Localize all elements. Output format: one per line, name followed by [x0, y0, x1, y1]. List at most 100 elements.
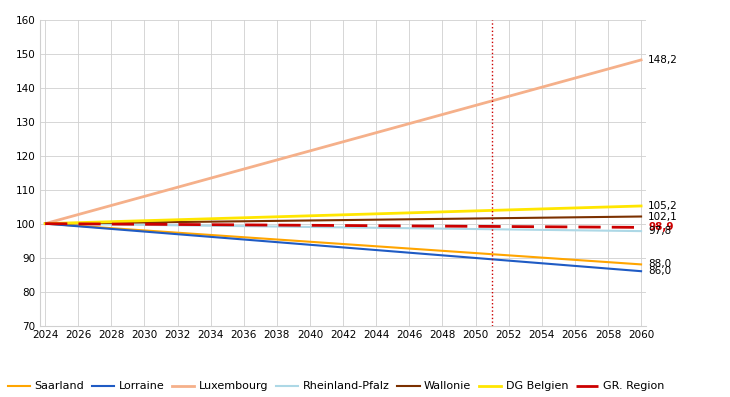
Luxembourg	[604, 67, 612, 71]
Wallonie	[322, 218, 331, 223]
Lorraine	[190, 233, 199, 238]
DG Belgien	[587, 205, 596, 210]
DG Belgien	[372, 212, 380, 216]
DG Belgien	[537, 206, 546, 211]
Wallonie	[388, 217, 397, 222]
Rheinland-Pfalz	[455, 226, 464, 231]
Line: DG Belgien: DG Belgien	[45, 206, 641, 224]
DG Belgien	[438, 210, 447, 214]
Lorraine	[123, 228, 132, 233]
Lorraine	[339, 245, 347, 250]
Rheinland-Pfalz	[438, 226, 447, 231]
Lorraine	[587, 265, 596, 270]
Rheinland-Pfalz	[190, 223, 199, 228]
DG Belgien	[289, 214, 298, 219]
Wallonie	[554, 215, 563, 220]
Rheinland-Pfalz	[388, 225, 397, 230]
Wallonie	[604, 214, 612, 219]
Wallonie	[223, 219, 231, 224]
GR. Region	[537, 224, 546, 229]
Wallonie	[405, 217, 414, 222]
GR. Region	[272, 223, 281, 227]
GR. Region	[438, 224, 447, 229]
Wallonie	[520, 216, 529, 220]
Wallonie	[421, 217, 430, 222]
Rheinland-Pfalz	[421, 226, 430, 231]
GR. Region	[604, 225, 612, 229]
Legend: Saarland, Lorraine, Luxembourg, Rheinland-Pfalz, Wallonie, DG Belgien, GR. Regio: Saarland, Lorraine, Luxembourg, Rheinlan…	[7, 382, 664, 391]
DG Belgien	[41, 221, 50, 226]
GR. Region	[637, 225, 645, 230]
GR. Region	[356, 223, 364, 228]
GR. Region	[190, 222, 199, 227]
Luxembourg	[190, 180, 199, 185]
GR. Region	[57, 222, 66, 226]
Saarland	[356, 243, 364, 248]
Saarland	[637, 262, 645, 267]
Saarland	[604, 260, 612, 264]
Saarland	[272, 237, 281, 242]
Saarland	[223, 234, 231, 239]
Luxembourg	[471, 103, 480, 108]
GR. Region	[91, 222, 99, 226]
GR. Region	[471, 224, 480, 229]
Luxembourg	[306, 148, 315, 153]
Text: 98,9: 98,9	[648, 222, 674, 232]
Wallonie	[173, 220, 182, 224]
Rheinland-Pfalz	[570, 228, 579, 233]
Wallonie	[339, 218, 347, 222]
DG Belgien	[455, 209, 464, 214]
Lorraine	[322, 244, 331, 249]
Luxembourg	[157, 189, 166, 194]
GR. Region	[306, 223, 315, 228]
GR. Region	[339, 223, 347, 228]
Luxembourg	[272, 158, 281, 162]
Wallonie	[372, 217, 380, 222]
Lorraine	[520, 260, 529, 264]
Wallonie	[41, 221, 50, 226]
DG Belgien	[637, 204, 645, 208]
Lorraine	[306, 243, 315, 247]
Saarland	[306, 239, 315, 244]
Lorraine	[107, 227, 116, 231]
Text: 97,8: 97,8	[648, 226, 672, 236]
Lorraine	[438, 253, 447, 258]
Wallonie	[123, 220, 132, 225]
Rheinland-Pfalz	[356, 225, 364, 230]
Luxembourg	[455, 108, 464, 112]
Luxembourg	[405, 121, 414, 126]
DG Belgien	[339, 212, 347, 217]
Saarland	[537, 255, 546, 260]
GR. Region	[421, 224, 430, 228]
Lorraine	[488, 257, 496, 262]
DG Belgien	[207, 216, 215, 221]
Luxembourg	[289, 153, 298, 158]
Luxembourg	[123, 198, 132, 203]
DG Belgien	[256, 215, 265, 220]
DG Belgien	[356, 212, 364, 217]
Luxembourg	[372, 130, 380, 135]
Rheinland-Pfalz	[587, 228, 596, 233]
Saarland	[504, 253, 513, 258]
Luxembourg	[537, 85, 546, 90]
Luxembourg	[570, 76, 579, 81]
Lorraine	[504, 258, 513, 263]
GR. Region	[107, 222, 116, 226]
Rheinland-Pfalz	[372, 225, 380, 230]
GR. Region	[289, 223, 298, 227]
Saarland	[372, 244, 380, 249]
Luxembourg	[322, 144, 331, 149]
Luxembourg	[620, 62, 629, 67]
GR. Region	[223, 222, 231, 227]
Wallonie	[488, 216, 496, 221]
Rheinland-Pfalz	[537, 227, 546, 232]
Lorraine	[372, 248, 380, 252]
Saarland	[455, 250, 464, 254]
Rheinland-Pfalz	[471, 227, 480, 231]
Wallonie	[455, 216, 464, 221]
GR. Region	[74, 222, 82, 226]
Lorraine	[471, 256, 480, 260]
Lorraine	[537, 261, 546, 266]
Rheinland-Pfalz	[57, 222, 66, 226]
Wallonie	[239, 219, 248, 224]
